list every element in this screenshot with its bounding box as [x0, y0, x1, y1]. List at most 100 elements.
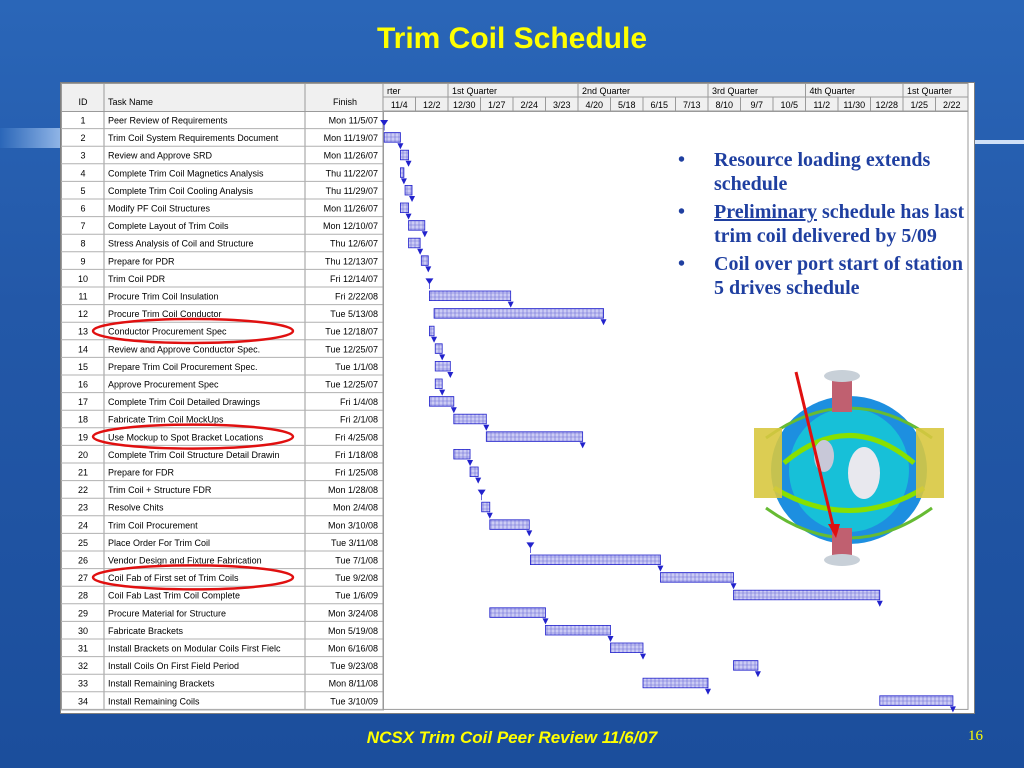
timeline-tick-label: 12/30	[453, 100, 476, 110]
row-task-name: Complete Trim Coil Cooling Analysis	[108, 186, 254, 196]
timeline-tick-label: 7/13	[683, 100, 701, 110]
timeline-tick-label: 5/18	[618, 100, 636, 110]
row-id: 10	[78, 274, 88, 284]
milestone-marker	[425, 278, 434, 285]
row-finish: Mon 11/5/07	[329, 116, 378, 126]
row-id: 25	[78, 538, 88, 548]
header-finish: Finish	[333, 97, 357, 107]
decorative-line-right	[974, 140, 1024, 144]
row-id: 13	[78, 327, 88, 337]
row-task-name: Coil Fab Last Trim Coil Complete	[108, 591, 240, 601]
row-task-name: Trim Coil PDR	[108, 274, 166, 284]
timeline-tick-label: 9/7	[750, 100, 763, 110]
quarter-label: rter	[387, 86, 401, 96]
row-finish: Mon 1/28/08	[328, 485, 378, 495]
row-finish: Fri 1/4/08	[340, 397, 378, 407]
header-task-name: Task Name	[108, 97, 153, 107]
row-task-name: Resolve Chits	[108, 503, 164, 513]
row-id: 12	[78, 309, 88, 319]
row-task-name: Modify PF Coil Structures	[108, 204, 211, 214]
bullet-dot-icon: •	[678, 201, 686, 223]
row-id: 8	[80, 239, 85, 249]
task-bar	[545, 625, 611, 636]
row-id: 34	[78, 696, 88, 706]
task-bar	[660, 572, 734, 583]
task-bar	[453, 413, 487, 425]
timeline-tick-label: 8/10	[715, 100, 733, 110]
row-task-name: Procure Trim Coil Insulation	[108, 292, 219, 302]
row-finish: Fri 1/18/08	[335, 450, 378, 460]
row-id: 20	[78, 450, 88, 460]
task-bar	[733, 589, 881, 601]
task-bar	[733, 660, 759, 671]
row-finish: Tue 9/2/08	[335, 573, 378, 583]
row-task-name: Vendor Design and Fixture Fabrication	[108, 556, 262, 566]
row-id: 29	[78, 608, 88, 618]
row-id: 1	[80, 116, 85, 126]
row-task-name: Install Remaining Brackets	[108, 679, 215, 689]
timeline-tick-label: 3/23	[553, 100, 571, 110]
row-finish: Tue 5/13/08	[330, 309, 378, 319]
task-bar	[489, 519, 530, 530]
row-task-name: Fabricate Brackets	[108, 626, 184, 636]
row-finish: Fri 4/25/08	[335, 432, 378, 442]
bullet-text: schedule has last trim coil delivered by…	[714, 201, 965, 247]
chart-area-frame	[382, 110, 969, 710]
task-bar	[408, 237, 421, 249]
task-bar	[434, 360, 451, 372]
task-bar	[400, 167, 405, 178]
quarter-label: 3rd Quarter	[712, 86, 758, 96]
row-finish: Mon 11/26/07	[324, 151, 378, 161]
row-finish: Tue 12/25/07	[325, 380, 378, 390]
row-finish: Mon 5/19/08	[328, 626, 378, 636]
timeline-tick-label: 2/24	[520, 100, 538, 110]
row-finish: Fri 12/14/07	[330, 274, 378, 284]
row-finish: Tue 1/1/08	[335, 362, 378, 372]
task-bar	[434, 378, 443, 390]
quarter-label: 2nd Quarter	[582, 86, 630, 96]
task-bar	[429, 325, 435, 337]
row-task-name: Use Mockup to Spot Bracket Locations	[108, 432, 264, 442]
quarter-label: 1st Quarter	[452, 86, 497, 96]
bullet-dot-icon: •	[678, 253, 686, 275]
row-id: 21	[78, 468, 88, 478]
row-finish: Mon 8/11/08	[329, 679, 378, 689]
row-finish: Mon 11/26/07	[324, 204, 378, 214]
row-id: 23	[78, 503, 88, 513]
row-finish: Thu 12/13/07	[325, 256, 378, 266]
row-id: 26	[78, 556, 88, 566]
task-bar	[429, 396, 455, 407]
decorative-band-left	[0, 128, 60, 148]
row-task-name: Prepare for PDR	[108, 256, 175, 266]
row-task-name: Approve Procurement Spec	[108, 380, 219, 390]
row-finish: Mon 12/10/07	[323, 221, 378, 231]
bullet-list: • Resource loading extends schedule • Pr…	[676, 148, 966, 304]
row-id: 31	[78, 644, 88, 654]
timeline-tick-label: 2/22	[943, 100, 961, 110]
highlight-ellipse	[91, 423, 295, 450]
row-task-name: Peer Review of Requirements	[108, 116, 228, 126]
row-id: 5	[80, 186, 85, 196]
row-task-name: Review and Approve Conductor Spec.	[108, 344, 260, 354]
gantt-chart: ID Task Name Finish 1 Peer Review of Require…	[61, 83, 969, 713]
row-finish: Thu 11/29/07	[326, 186, 378, 196]
bullet-text: Resource loading extends schedule	[714, 149, 931, 195]
highlight-ellipse	[91, 317, 295, 345]
row-id: 7	[80, 221, 85, 231]
row-id: 2	[80, 133, 85, 143]
bullet-text: Coil over port start of station 5 drives…	[714, 253, 964, 299]
row-task-name: Complete Trim Coil Magnetics Analysis	[108, 168, 264, 178]
row-task-name: Trim Coil Procurement	[108, 520, 198, 530]
row-finish: Tue 9/23/08	[330, 661, 378, 671]
row-task-name: Procure Material for Structure	[108, 608, 226, 618]
row-task-name: Trim Coil System Requirements Document	[108, 133, 279, 143]
row-task-name: Complete Trim Coil Detailed Drawings	[108, 397, 261, 407]
row-task-name: Install Remaining Coils	[108, 696, 200, 706]
row-finish: Fri 2/22/08	[335, 292, 378, 302]
row-task-name: Prepare for FDR	[108, 468, 175, 478]
timeline-tick-label: 11/2	[813, 100, 830, 110]
gantt-panel: ID Task Name Finish 1 Peer Review of Require…	[60, 82, 975, 714]
task-bar	[642, 677, 709, 689]
row-id: 6	[80, 204, 85, 214]
row-id: 24	[78, 520, 88, 530]
